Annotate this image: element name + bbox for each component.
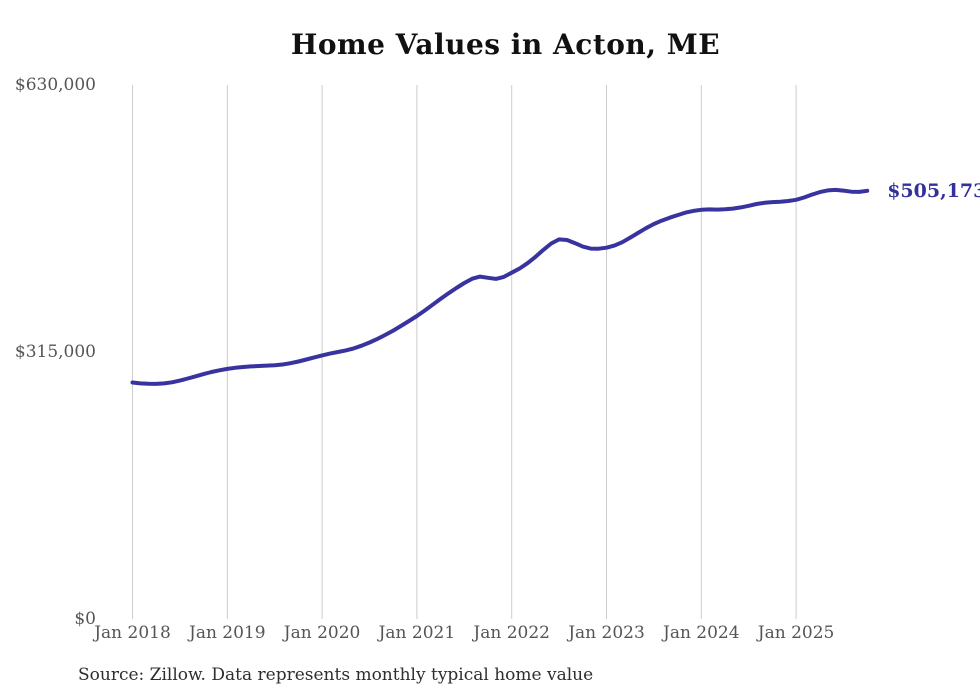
latest-value-label: $505,173 bbox=[887, 179, 980, 202]
x-axis-tick-label: Jan 2024 bbox=[663, 623, 740, 643]
x-axis-tick-label: Jan 2023 bbox=[568, 623, 645, 643]
x-axis-tick-label: Jan 2021 bbox=[378, 623, 456, 643]
x-axis-tick-label: Jan 2019 bbox=[189, 623, 266, 643]
y-axis-tick-label: $630,000 bbox=[14, 75, 96, 95]
source-note: Source: Zillow. Data represents monthly … bbox=[78, 665, 594, 685]
home-value-line bbox=[130, 187, 870, 386]
y-axis-tick-label: $315,000 bbox=[14, 342, 96, 362]
x-axis-tick-label: Jan 2022 bbox=[473, 623, 550, 643]
x-axis-tick-label: Jan 2018 bbox=[94, 623, 171, 643]
chart-title: Home Values in Acton, ME bbox=[290, 28, 721, 61]
x-axis-tick-label: Jan 2020 bbox=[283, 623, 361, 643]
x-axis-tick-label: Jan 2025 bbox=[757, 623, 835, 643]
y-axis-tick-label: $0 bbox=[74, 609, 96, 629]
